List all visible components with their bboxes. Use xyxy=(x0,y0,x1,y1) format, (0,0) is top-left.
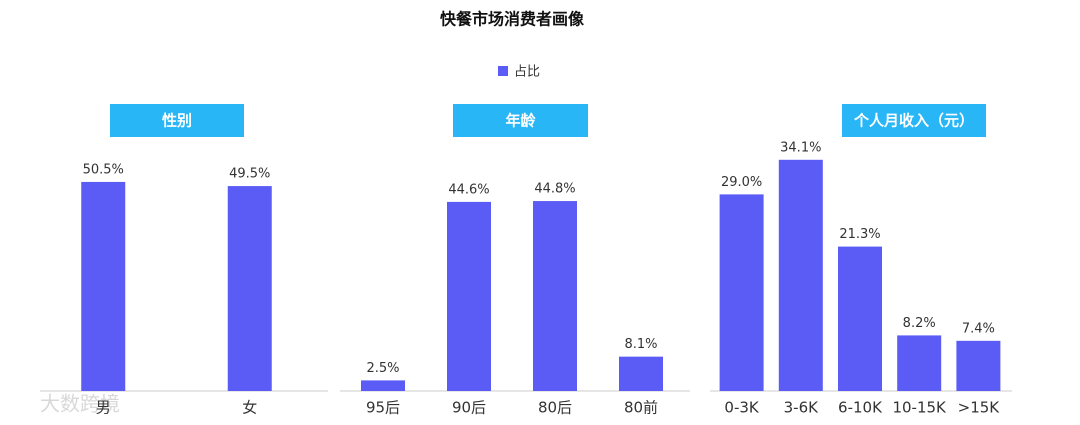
bar xyxy=(956,340,1001,391)
watermark: 大数跨境 xyxy=(40,392,120,416)
panel-header xyxy=(842,104,986,137)
panel-header xyxy=(453,104,588,137)
value-label: 29.0% xyxy=(721,175,762,190)
x-tick-label: 女 xyxy=(242,399,257,417)
chart-title: 快餐市场消费者画像 xyxy=(440,10,585,29)
x-tick-label: 90后 xyxy=(452,399,486,417)
value-label: 7.4% xyxy=(962,321,995,336)
legend-label: 占比 xyxy=(514,65,540,80)
x-tick-label: 6-10K xyxy=(838,399,883,417)
value-label: 8.1% xyxy=(624,337,657,352)
x-tick-label: 男 xyxy=(96,399,111,417)
value-label: 44.8% xyxy=(534,182,575,197)
x-tick-label: >15K xyxy=(958,399,1001,417)
bar xyxy=(897,335,942,391)
value-label: 8.2% xyxy=(903,316,936,331)
bar xyxy=(447,201,491,391)
x-tick-label: 0-3K xyxy=(724,399,759,417)
bar xyxy=(719,194,764,391)
x-tick-label: 80前 xyxy=(624,399,658,417)
panel-title: 个人月收入（元） xyxy=(853,112,974,130)
value-label: 34.1% xyxy=(780,140,821,155)
x-tick-label: 95后 xyxy=(366,399,400,417)
bar xyxy=(838,246,882,391)
panel-header xyxy=(110,104,244,137)
x-tick-label: 80后 xyxy=(538,399,572,417)
value-label: 49.5% xyxy=(229,167,270,182)
bar xyxy=(81,181,126,391)
bar xyxy=(778,159,823,391)
bar xyxy=(533,201,577,391)
legend-swatch xyxy=(498,66,508,76)
x-tick-label: 3-6K xyxy=(784,399,819,417)
value-label: 21.3% xyxy=(839,227,880,242)
value-label: 2.5% xyxy=(366,361,399,376)
panel-title: 年龄 xyxy=(505,112,536,130)
bar xyxy=(619,356,663,391)
value-label: 44.6% xyxy=(448,182,489,197)
panel-title: 性别 xyxy=(162,112,192,130)
value-label: 50.5% xyxy=(83,162,124,177)
bar xyxy=(361,380,405,391)
x-tick-label: 10-15K xyxy=(892,399,947,417)
bar xyxy=(227,186,272,391)
